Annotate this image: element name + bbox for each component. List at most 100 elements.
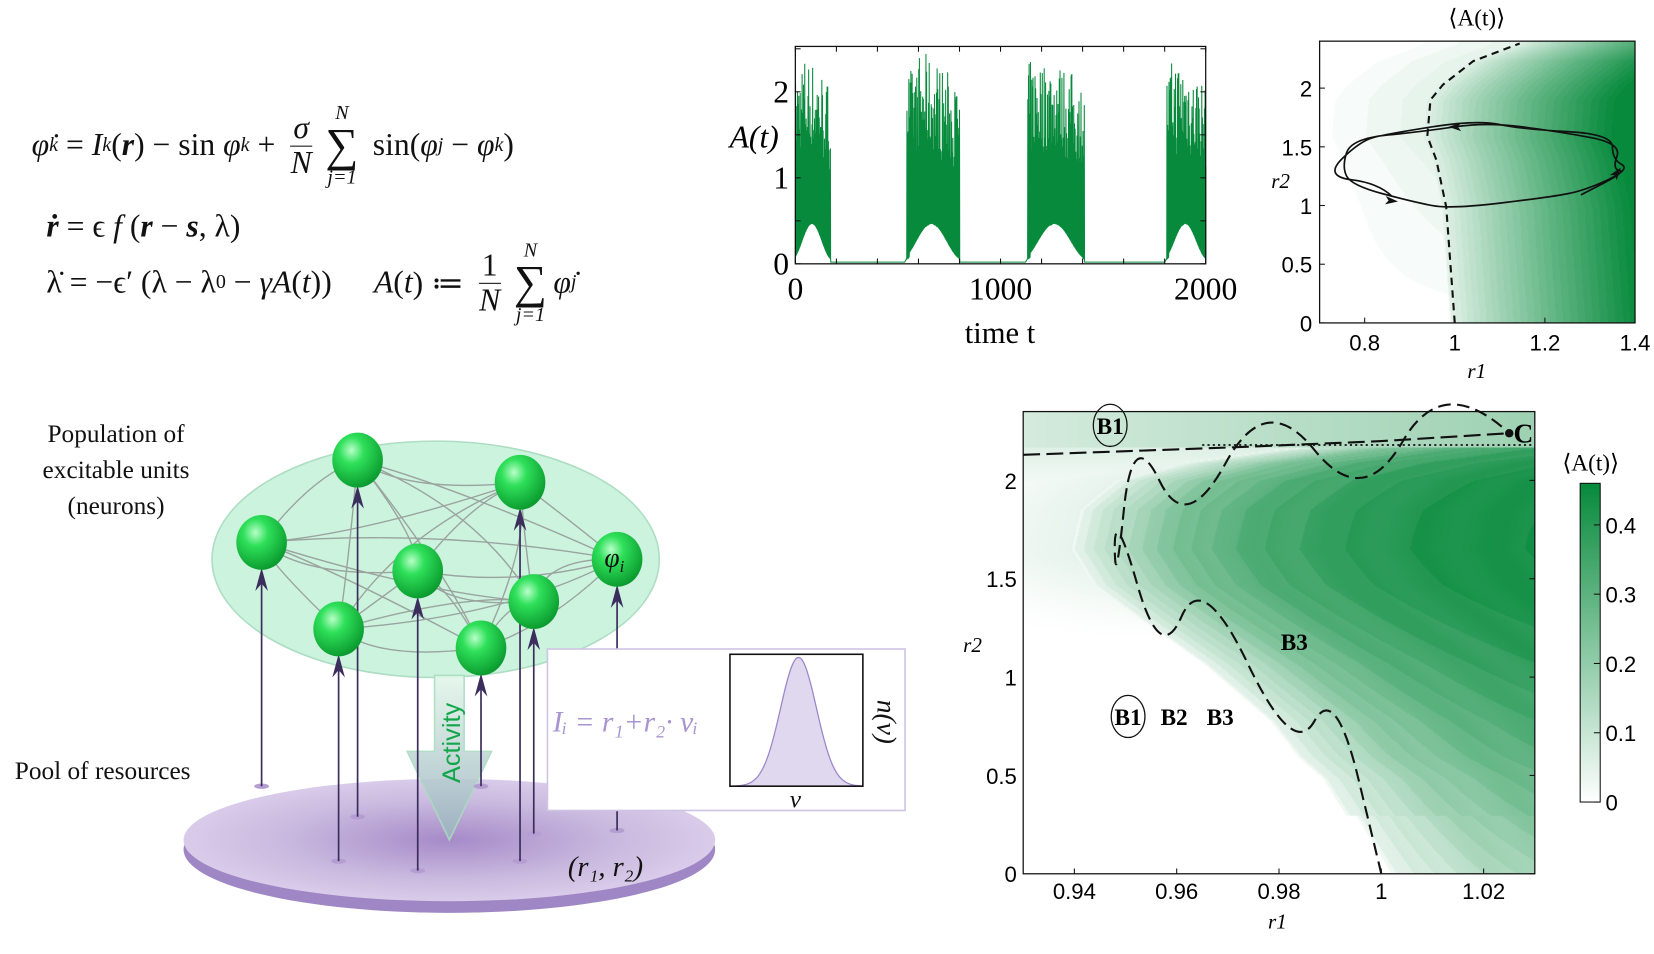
- eq-term: φ: [476, 127, 495, 163]
- distribution-axes: [729, 653, 864, 787]
- eq-term: = ϵ: [58, 208, 114, 244]
- eq-term: (: [393, 264, 404, 300]
- y-tick-label: 1.5: [1281, 135, 1312, 160]
- inner-boundary-dashed: [1113, 403, 1510, 875]
- input-arrow-head: [411, 596, 425, 620]
- eq-term: I: [91, 127, 103, 163]
- bifurcation-ylabel: r2: [963, 633, 982, 657]
- eq-sum-upper: N: [523, 239, 538, 262]
- activity-arrow: [405, 674, 493, 842]
- region-label: B2: [1161, 705, 1188, 731]
- x-tick-label: 0.96: [1155, 879, 1198, 904]
- y-tick-label: 0: [1005, 862, 1017, 887]
- eq-sum-lower: j=1: [327, 166, 357, 189]
- eq-sum-lower: j=1: [515, 303, 546, 326]
- phase-plane-axes-box: [1318, 40, 1636, 324]
- y-tick-label: 0.5: [1281, 253, 1312, 278]
- x-tick-label: 1.2: [1530, 330, 1561, 355]
- trajectory-arrows: [1384, 122, 1621, 205]
- eq-term: +: [249, 127, 284, 163]
- x-tick-label: 0.8: [1349, 330, 1380, 355]
- activity-series-line: [794, 54, 1207, 263]
- colorbar-tick-label: 0.1: [1605, 721, 1636, 746]
- phase-symbol: φ: [604, 543, 619, 573]
- x-tick-label: 2000: [1174, 272, 1237, 307]
- connection-line: [338, 558, 618, 630]
- region-label: B3: [1281, 630, 1308, 656]
- eq-sub: k: [240, 134, 250, 157]
- input-arrow-head: [610, 584, 624, 608]
- arrow-base: [609, 827, 625, 834]
- eq-term: ṙ: [46, 208, 59, 244]
- eq-sub: k: [494, 134, 504, 157]
- neuron-sphere: [332, 432, 383, 488]
- point-c-label: C: [1513, 419, 1533, 449]
- connection-line: [357, 459, 535, 602]
- y-tick-label: 2: [1005, 469, 1017, 494]
- colorbar-ticks: 0 0.1 0.2 0.3 0.4: [1593, 513, 1636, 815]
- input-arrow-head: [332, 654, 345, 678]
- y-tick-label: 1: [1005, 666, 1017, 691]
- region-annotations: B1 B3 B1 B2 B3: [1092, 403, 1308, 739]
- eq-term: φ̇: [553, 264, 571, 300]
- neuron-sphere: [455, 620, 507, 676]
- eq-term: r: [140, 208, 153, 244]
- x-tick-label: 0: [787, 272, 803, 307]
- x-tick-label: 0.98: [1257, 879, 1300, 904]
- eq-term: γA: [259, 264, 292, 300]
- neuron-sphere: [313, 601, 364, 657]
- y-tick-label: 1: [1300, 194, 1312, 219]
- eq-term: )): [310, 264, 332, 300]
- timeseries-ticks: 0 1000 2000 0 1 2: [773, 46, 1237, 307]
- arrow-base: [331, 858, 346, 864]
- annotation-circle: [1110, 694, 1146, 739]
- colorbar-tick-label: 0.2: [1605, 652, 1636, 677]
- arrow-base: [512, 858, 528, 864]
- timeseries-ylabel: A(t): [728, 120, 779, 155]
- boundary-dashed-line: [1426, 42, 1521, 323]
- phase-plane-ticks: 0.8 1 1.2 1.4 0 0.5 1 1.5 2: [1281, 77, 1650, 356]
- eq-term: −: [225, 264, 260, 300]
- resource-label: (r₁, r₂): [568, 852, 643, 883]
- equation-resources: ṙ = ϵ f ( r − s , λ): [46, 206, 240, 248]
- neuron-sphere: [236, 514, 287, 570]
- distribution-curve: [729, 656, 864, 787]
- input-arrow-head: [513, 507, 527, 531]
- neuron-sphere: [591, 531, 643, 587]
- eq-term: λ̇: [46, 264, 62, 300]
- eq-sub: k: [102, 134, 112, 157]
- trajectory-line: [1334, 121, 1625, 208]
- heatmap-mean-activity-wide: [1319, 41, 1636, 323]
- eq-term: φ: [223, 127, 241, 163]
- eq-term: t: [301, 264, 311, 300]
- bifurcation-axes-box: [1022, 410, 1536, 875]
- eq-term: sin(: [364, 127, 421, 163]
- eq-term: r: [121, 127, 135, 163]
- x-tick-label: 1.02: [1462, 879, 1505, 904]
- connection-line: [261, 537, 618, 560]
- x-tick-label: 1: [1449, 330, 1461, 355]
- distribution-xlabel: ν: [790, 785, 802, 813]
- eq-term: (: [111, 127, 122, 163]
- eq-term: ) ≔: [412, 265, 472, 301]
- neuron-sphere: [508, 574, 560, 629]
- eq-term: −: [443, 127, 477, 163]
- timeseries-axes-box: [794, 45, 1207, 265]
- colorbar-box: [1579, 482, 1601, 803]
- eq-term: ): [503, 127, 514, 163]
- eq-sum-upper: N: [335, 102, 349, 125]
- eq-sum: N ∑ j=1: [325, 104, 358, 188]
- input-arrow-head: [527, 626, 541, 651]
- bifurcation-xlabel: r1: [1268, 910, 1287, 934]
- x-tick-label: 1: [1375, 879, 1387, 904]
- neuron-sphere: [494, 454, 546, 510]
- colorbar-tick-label: 0.4: [1605, 513, 1636, 538]
- population-label: Population of excitable units (neurons): [11, 417, 222, 525]
- point-c-marker: [1505, 428, 1514, 438]
- neuron-sphere: [392, 543, 444, 599]
- colorbar-gradient: [1580, 483, 1601, 803]
- x-tick-label: 1.4: [1620, 330, 1651, 355]
